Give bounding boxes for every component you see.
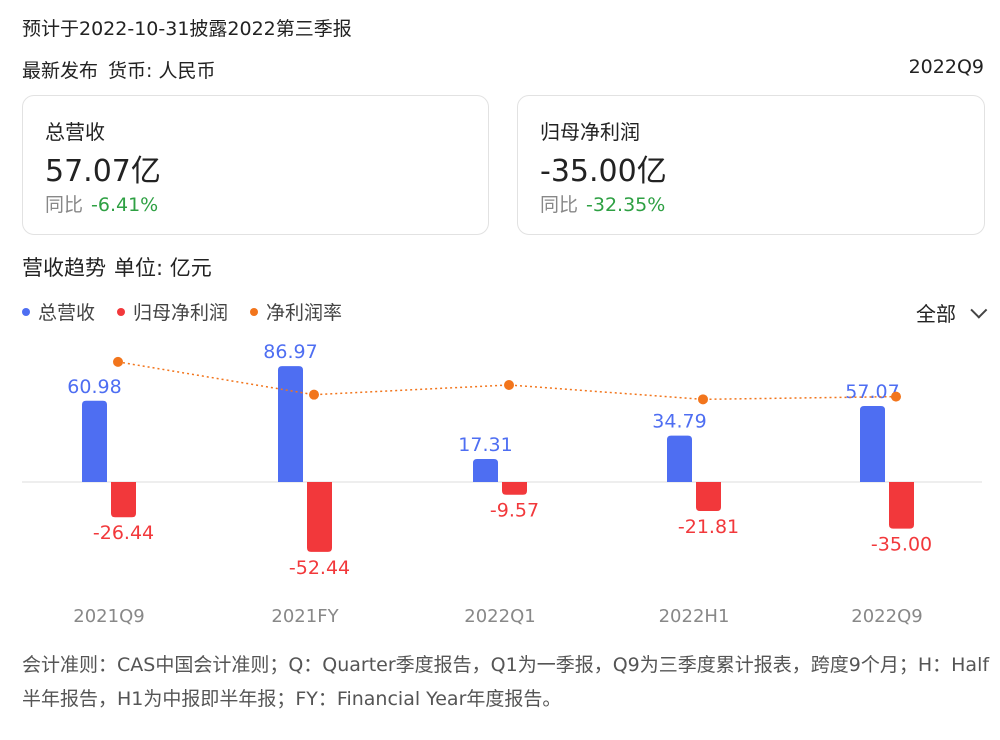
legend-label-margin: 净利润率 (266, 302, 343, 324)
net-profit-card-label: 归母净利润 (540, 120, 640, 144)
revenue-yoy-value: -6.41% (91, 194, 159, 216)
revenue-data-label: 60.98 (67, 376, 121, 398)
trend-unit: 单位: 亿元 (114, 256, 212, 280)
net-profit-yoy-value: -32.35% (586, 194, 666, 216)
currency-label: 货币: 人民币 (108, 60, 216, 82)
margin-point (309, 389, 319, 400)
accounting-footnote: 会计准则：CAS中国会计准则；Q：Quarter季度报告，Q1为一季报，Q9为三… (22, 654, 990, 710)
range-filter-label: 全部 (916, 302, 956, 326)
net-profit-card: 归母净利润 -35.00亿 同比 -32.35% (517, 95, 985, 235)
net-profit-bar (502, 482, 527, 495)
legend-item-revenue[interactable]: 总营收 (22, 298, 95, 325)
revenue-trend-chart: 60.98 -26.44 2021Q9 86.97 -52.44 2021FY 17.31 -… (22, 341, 982, 627)
revenue-yoy-label: 同比 (45, 194, 84, 216)
revenue-bar (473, 458, 498, 482)
x-tick-label: 2021Q9 (73, 606, 144, 627)
range-filter-dropdown[interactable]: 全部 (916, 298, 988, 327)
latest-release-row: 最新发布 货币: 人民币 (22, 56, 215, 83)
legend-item-net-profit[interactable]: 归母净利润 (117, 298, 228, 325)
legend-dot-net-profit (117, 307, 126, 316)
revenue-card-label: 总营收 (45, 120, 105, 144)
revenue-data-label: 86.97 (263, 341, 317, 363)
net-profit-yoy: 同比 -32.35% (540, 190, 665, 217)
net-profit-data-label: -35.00 (871, 534, 932, 556)
revenue-data-label: 17.31 (458, 434, 512, 456)
revenue-bar (667, 435, 692, 482)
margin-point (113, 356, 123, 367)
revenue-bar (860, 405, 885, 482)
x-tick-label: 2022Q1 (464, 606, 535, 627)
report-period: 2022Q9 (908, 56, 984, 78)
revenue-data-label: 57.07 (845, 381, 899, 403)
trend-title: 营收趋势 (22, 256, 106, 280)
trend-title-row: 营收趋势 单位: 亿元 (22, 252, 212, 282)
legend-item-margin[interactable]: 净利润率 (250, 298, 342, 325)
net-profit-bar (111, 482, 136, 518)
net-profit-data-label: -52.44 (289, 557, 350, 579)
legend-label-net-profit: 归母净利润 (133, 302, 229, 324)
net-profit-data-label: -26.44 (93, 522, 154, 544)
revenue-data-label: 34.79 (652, 411, 706, 433)
legend-dot-margin (250, 307, 259, 316)
latest-release-label: 最新发布 (22, 60, 99, 82)
margin-point (891, 391, 901, 402)
chevron-down-icon (970, 301, 988, 319)
margin-point (504, 379, 514, 390)
legend-label-revenue: 总营收 (38, 302, 96, 324)
disclosure-notice: 预计于2022-10-31披露2022第三季报 (22, 18, 352, 40)
net-profit-card-value: -35.00亿 (540, 154, 667, 189)
chart-legend: 总营收 归母净利润 净利润率 (22, 298, 342, 325)
revenue-bar (278, 366, 303, 482)
margin-point (698, 394, 708, 405)
revenue-bar (82, 400, 107, 482)
x-tick-label: 2022H1 (659, 606, 730, 627)
net-profit-bar (696, 482, 721, 512)
net-profit-data-label: -21.81 (678, 516, 739, 538)
net-profit-yoy-label: 同比 (540, 194, 579, 216)
revenue-yoy: 同比 -6.41% (45, 190, 158, 217)
net-profit-bar (889, 482, 914, 529)
net-profit-data-label: -9.57 (490, 500, 539, 522)
revenue-card: 总营收 57.07亿 同比 -6.41% (22, 95, 489, 235)
x-tick-label: 2021FY (271, 606, 339, 627)
x-tick-label: 2022Q9 (851, 606, 922, 627)
net-profit-bar (307, 482, 332, 552)
legend-dot-revenue (22, 307, 30, 316)
revenue-card-value: 57.07亿 (45, 154, 161, 189)
